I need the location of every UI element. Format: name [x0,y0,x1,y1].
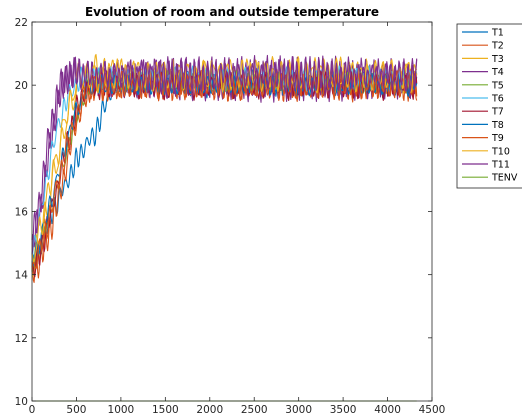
legend-label-t3: T3 [491,54,504,65]
x-tick-label: 0 [29,404,36,414]
x-tick-label: 2000 [196,404,223,414]
series-line-t11 [31,55,418,255]
legend-label-t6: T6 [491,94,504,105]
legend-label-t4: T4 [491,67,504,78]
y-tick-label: 12 [15,333,28,345]
x-tick-label: 1000 [108,404,135,414]
x-tick-label: 2500 [241,404,268,414]
legend-label-t11: T11 [491,160,510,171]
chart-title: Evolution of room and outside temperatur… [85,5,379,19]
y-tick-label: 18 [15,143,28,155]
y-tick-label: 20 [15,80,28,92]
y-tick-label: 14 [15,270,29,282]
legend-label-t7: T7 [491,107,504,118]
x-tick-label: 3500 [330,404,357,414]
legend-label-t10: T10 [491,146,510,157]
series-line-t9 [31,68,418,272]
legend-label-t5: T5 [491,80,504,91]
legend-label-t9: T9 [491,133,504,144]
series-line-t10 [31,57,418,263]
y-tick-label: 16 [15,207,29,219]
x-tick-label: 3000 [285,404,312,414]
legend-box [456,23,522,189]
legend: T1 T2 T3 T4 T5 T6 T7 T8 T9 T10 T11 TENV [456,23,522,189]
tick-layer: 0 500 1000 1500 2000 2500 3000 3500 4000 4500 10 12… [15,17,446,414]
x-tick-label: 4000 [374,404,401,414]
legend-label-t8: T8 [491,120,504,131]
x-tick-label: 4500 [419,404,446,414]
y-tick-label: 10 [15,396,28,408]
y-tick-label: 22 [15,17,28,29]
x-tick-label: 1500 [152,404,179,414]
legend-label-t2: T2 [491,41,504,52]
legend-label-t1: T1 [491,28,504,39]
x-tick-label: 500 [66,404,86,414]
legend-label-tenv: TENV [491,173,518,184]
